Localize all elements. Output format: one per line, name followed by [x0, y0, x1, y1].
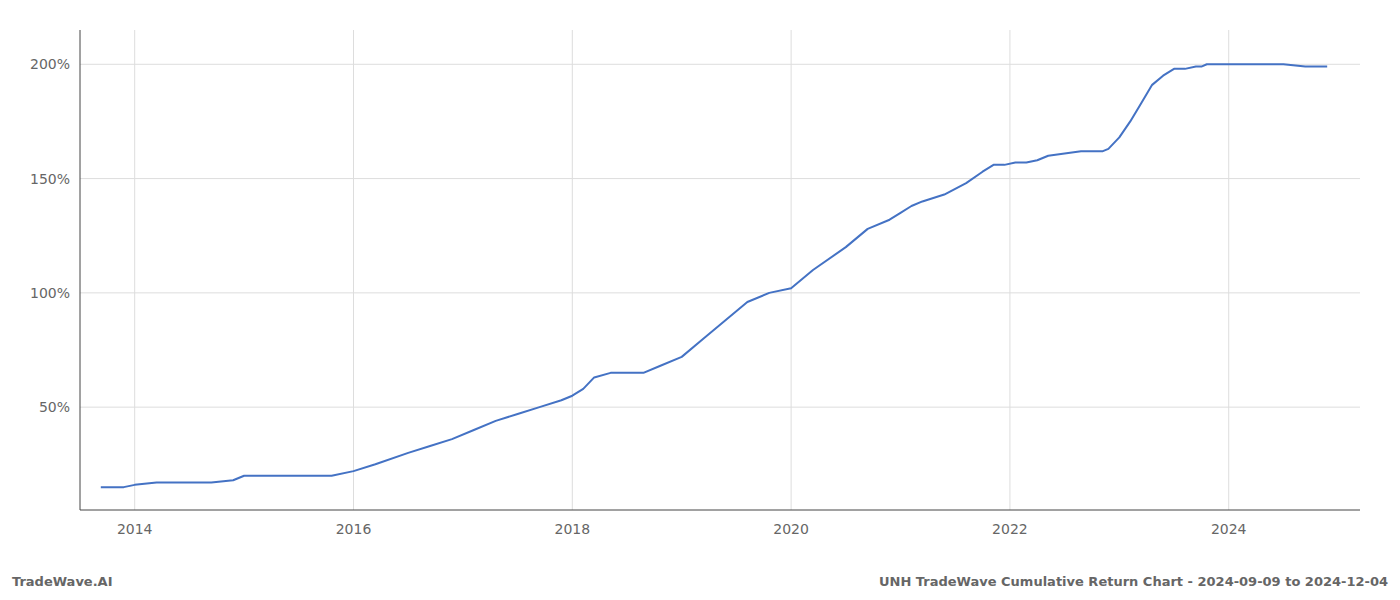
x-grid-line — [353, 30, 354, 510]
y-grid-line — [80, 64, 1360, 65]
y-tick-label: 100% — [30, 285, 70, 301]
data-line — [101, 64, 1327, 487]
x-tick-label: 2022 — [992, 521, 1028, 537]
x-tick-label: 2024 — [1211, 521, 1247, 537]
y-grid-line — [80, 407, 1360, 408]
x-axis-line — [80, 510, 1360, 511]
x-grid-line — [134, 30, 135, 510]
footer-annotation: TradeWave.AI — [12, 574, 113, 589]
x-grid-line — [1228, 30, 1229, 510]
chart-container: 2014 2016 2018 2020 2022 2024 50% 100% 150% 200% T… — [0, 0, 1400, 600]
y-grid-line — [80, 178, 1360, 179]
x-tick-label: 2014 — [117, 521, 153, 537]
x-tick-label: 2018 — [554, 521, 590, 537]
x-grid-line — [572, 30, 573, 510]
axes: 2014 2016 2018 2020 2022 2024 50% 100% 150% 200% — [30, 30, 1360, 537]
y-tick-label: 200% — [30, 56, 70, 72]
x-tick-label: 2016 — [336, 521, 372, 537]
y-tick-label: 50% — [39, 399, 70, 415]
x-tick-label: 2020 — [773, 521, 809, 537]
background — [0, 0, 1400, 600]
footer-annotation: UNH TradeWave Cumulative Return Chart - … — [879, 574, 1388, 589]
x-grid-line — [1009, 30, 1010, 510]
y-axis-line — [80, 30, 81, 510]
x-grid-line — [791, 30, 792, 510]
y-tick-label: 150% — [30, 171, 70, 187]
plot-area — [101, 64, 1327, 487]
y-grid-line — [80, 292, 1360, 293]
chart-svg: 2014 2016 2018 2020 2022 2024 50% 100% 150% 200% T… — [0, 0, 1400, 600]
grid — [80, 30, 1360, 510]
